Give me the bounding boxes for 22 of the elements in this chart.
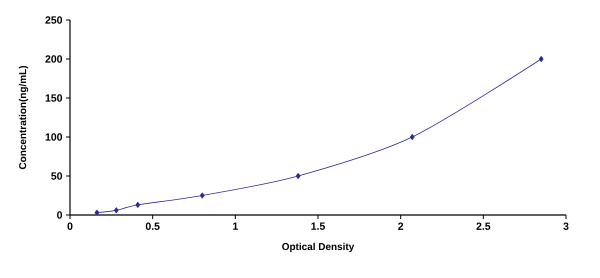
x-tick-label: 2.5 [476, 222, 490, 230]
y-tick-label: 0 [57, 211, 62, 219]
y-tick-label: 100 [46, 133, 62, 141]
y-tick-label: 200 [45, 55, 62, 63]
x-tick-label: 0.5 [146, 222, 160, 230]
x-tick-label: 1.5 [311, 222, 325, 230]
point [114, 207, 119, 214]
point [538, 56, 544, 62]
y-tick-label: 250 [45, 16, 62, 24]
x-tick-label: 0 [67, 222, 72, 230]
y-tick-label: 50 [51, 172, 62, 180]
x-tick-label: 2 [398, 222, 404, 230]
x-tick-label: 3 [563, 222, 569, 230]
x-axis-title: Optical Density [282, 242, 354, 252]
point [135, 202, 140, 208]
y-axis-title: Concentration(ng/mL) [18, 66, 28, 170]
y-tick-label: 150 [46, 94, 62, 102]
x-tick-label: 1 [233, 222, 238, 230]
point [94, 210, 100, 216]
point [296, 173, 301, 179]
point [410, 134, 415, 140]
point [200, 192, 205, 198]
